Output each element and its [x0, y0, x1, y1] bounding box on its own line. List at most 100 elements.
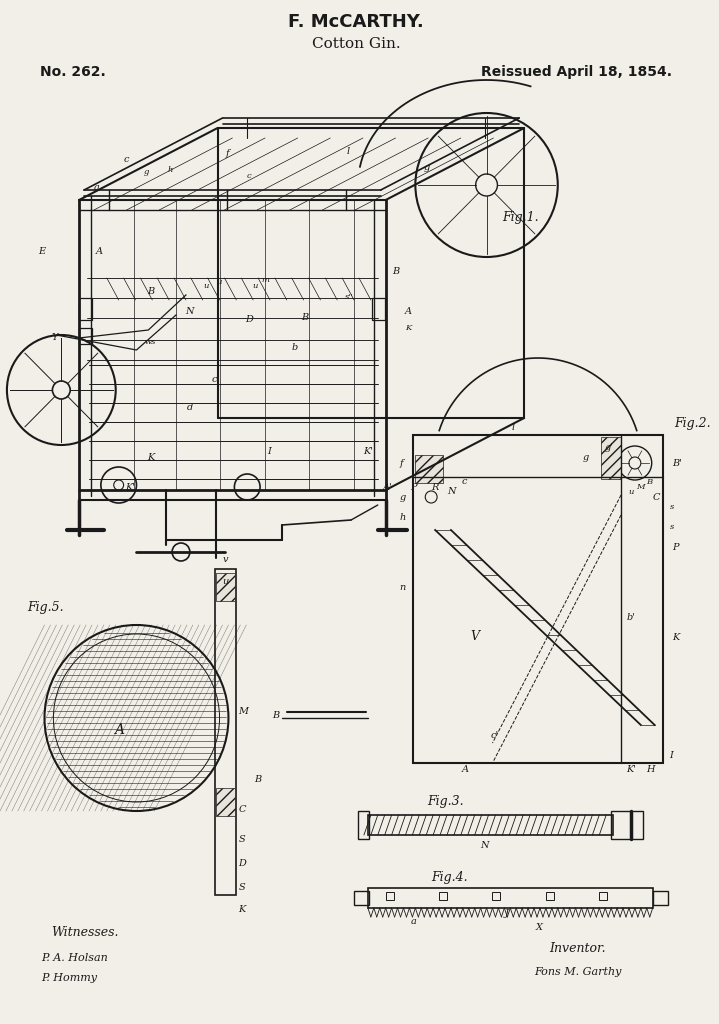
Text: g': g' — [605, 442, 613, 452]
Text: Witnesses.: Witnesses. — [52, 927, 119, 939]
Text: c: c — [124, 156, 129, 165]
Bar — [385, 892, 393, 900]
Text: u: u — [252, 282, 258, 290]
Text: K: K — [672, 633, 679, 641]
Text: B: B — [272, 711, 279, 720]
Text: F. McCARTHY.: F. McCARTHY. — [288, 13, 424, 31]
Bar — [79, 328, 92, 344]
Text: u: u — [628, 488, 633, 496]
Bar — [354, 891, 369, 905]
Text: N: N — [446, 487, 455, 497]
Text: K: K — [147, 454, 154, 463]
Bar — [653, 891, 667, 905]
Bar — [216, 787, 235, 816]
Text: A: A — [405, 307, 412, 316]
Text: I: I — [669, 751, 674, 760]
Bar — [79, 298, 92, 319]
Text: n: n — [399, 583, 406, 592]
Text: E: E — [38, 248, 45, 256]
Text: c: c — [247, 172, 252, 180]
Text: K': K' — [363, 447, 373, 457]
Text: g: g — [424, 164, 431, 172]
Text: B: B — [254, 775, 261, 784]
Text: I: I — [267, 447, 271, 457]
Text: u: u — [203, 282, 209, 290]
Text: No. 262.: No. 262. — [40, 65, 105, 79]
Text: A': A' — [383, 483, 393, 493]
Text: b: b — [292, 342, 298, 351]
Text: g: g — [582, 453, 589, 462]
Text: K: K — [406, 324, 411, 332]
Text: K': K' — [126, 483, 135, 493]
Text: B: B — [392, 267, 399, 276]
Text: C: C — [238, 806, 246, 814]
Text: P: P — [410, 483, 416, 493]
Text: V: V — [470, 631, 479, 643]
Text: h: h — [168, 166, 173, 174]
Text: B': B' — [672, 459, 682, 468]
Text: M: M — [636, 483, 645, 490]
Text: X: X — [536, 924, 542, 933]
Text: d: d — [187, 403, 193, 413]
Bar — [216, 573, 235, 601]
Text: a: a — [94, 183, 100, 193]
Text: f: f — [400, 459, 403, 468]
Text: u: u — [222, 577, 229, 586]
Text: H: H — [646, 766, 655, 774]
Text: Fig.4.: Fig.4. — [431, 870, 468, 884]
Text: Fig.1.: Fig.1. — [503, 212, 539, 224]
Text: M: M — [238, 708, 248, 717]
Text: A: A — [96, 248, 102, 256]
Text: h: h — [399, 512, 406, 521]
Text: K: K — [238, 904, 246, 913]
Bar — [372, 298, 385, 319]
Text: B: B — [301, 313, 308, 323]
Text: S: S — [238, 835, 245, 844]
Text: s'': s'' — [344, 293, 354, 301]
Text: Reissued April 18, 1854.: Reissued April 18, 1854. — [482, 65, 672, 79]
Text: A: A — [114, 723, 124, 737]
Bar — [493, 892, 500, 900]
Bar — [416, 455, 443, 483]
Text: c: c — [462, 477, 467, 486]
Bar — [368, 888, 653, 908]
Text: v: v — [223, 555, 228, 563]
Text: a: a — [411, 918, 416, 927]
Text: Fig.2.: Fig.2. — [674, 417, 711, 429]
Text: C: C — [653, 493, 661, 502]
Text: f: f — [226, 150, 229, 159]
Text: ws: ws — [145, 338, 156, 346]
Text: A: A — [462, 766, 468, 774]
Text: N: N — [186, 307, 194, 316]
Text: S: S — [238, 883, 245, 892]
Bar — [546, 892, 554, 900]
Bar — [600, 892, 608, 900]
Text: Fig.5.: Fig.5. — [27, 600, 63, 613]
Text: J: J — [505, 909, 508, 919]
Text: g: g — [144, 168, 149, 176]
Text: P. A. Holsan: P. A. Holsan — [42, 953, 109, 963]
Bar — [611, 811, 643, 839]
Bar — [601, 437, 621, 479]
Text: D: D — [245, 315, 253, 325]
Bar — [214, 569, 237, 895]
Text: c': c' — [490, 730, 498, 739]
Text: u: u — [217, 278, 222, 286]
Text: c': c' — [211, 376, 219, 384]
Text: g: g — [399, 493, 406, 502]
Text: P: P — [672, 543, 679, 552]
Text: Fons M. Garthy: Fons M. Garthy — [534, 967, 621, 977]
Bar — [439, 892, 447, 900]
Text: Y: Y — [51, 334, 58, 342]
Text: K': K' — [626, 766, 636, 774]
Bar — [368, 815, 613, 835]
Text: Inventor.: Inventor. — [549, 941, 605, 954]
Text: l: l — [347, 147, 349, 157]
Text: b': b' — [626, 612, 636, 622]
Text: s: s — [669, 523, 674, 531]
Text: s: s — [669, 503, 674, 511]
Bar — [413, 435, 663, 763]
Text: B: B — [147, 288, 154, 297]
Text: R: R — [431, 482, 439, 492]
Text: m: m — [261, 276, 269, 284]
